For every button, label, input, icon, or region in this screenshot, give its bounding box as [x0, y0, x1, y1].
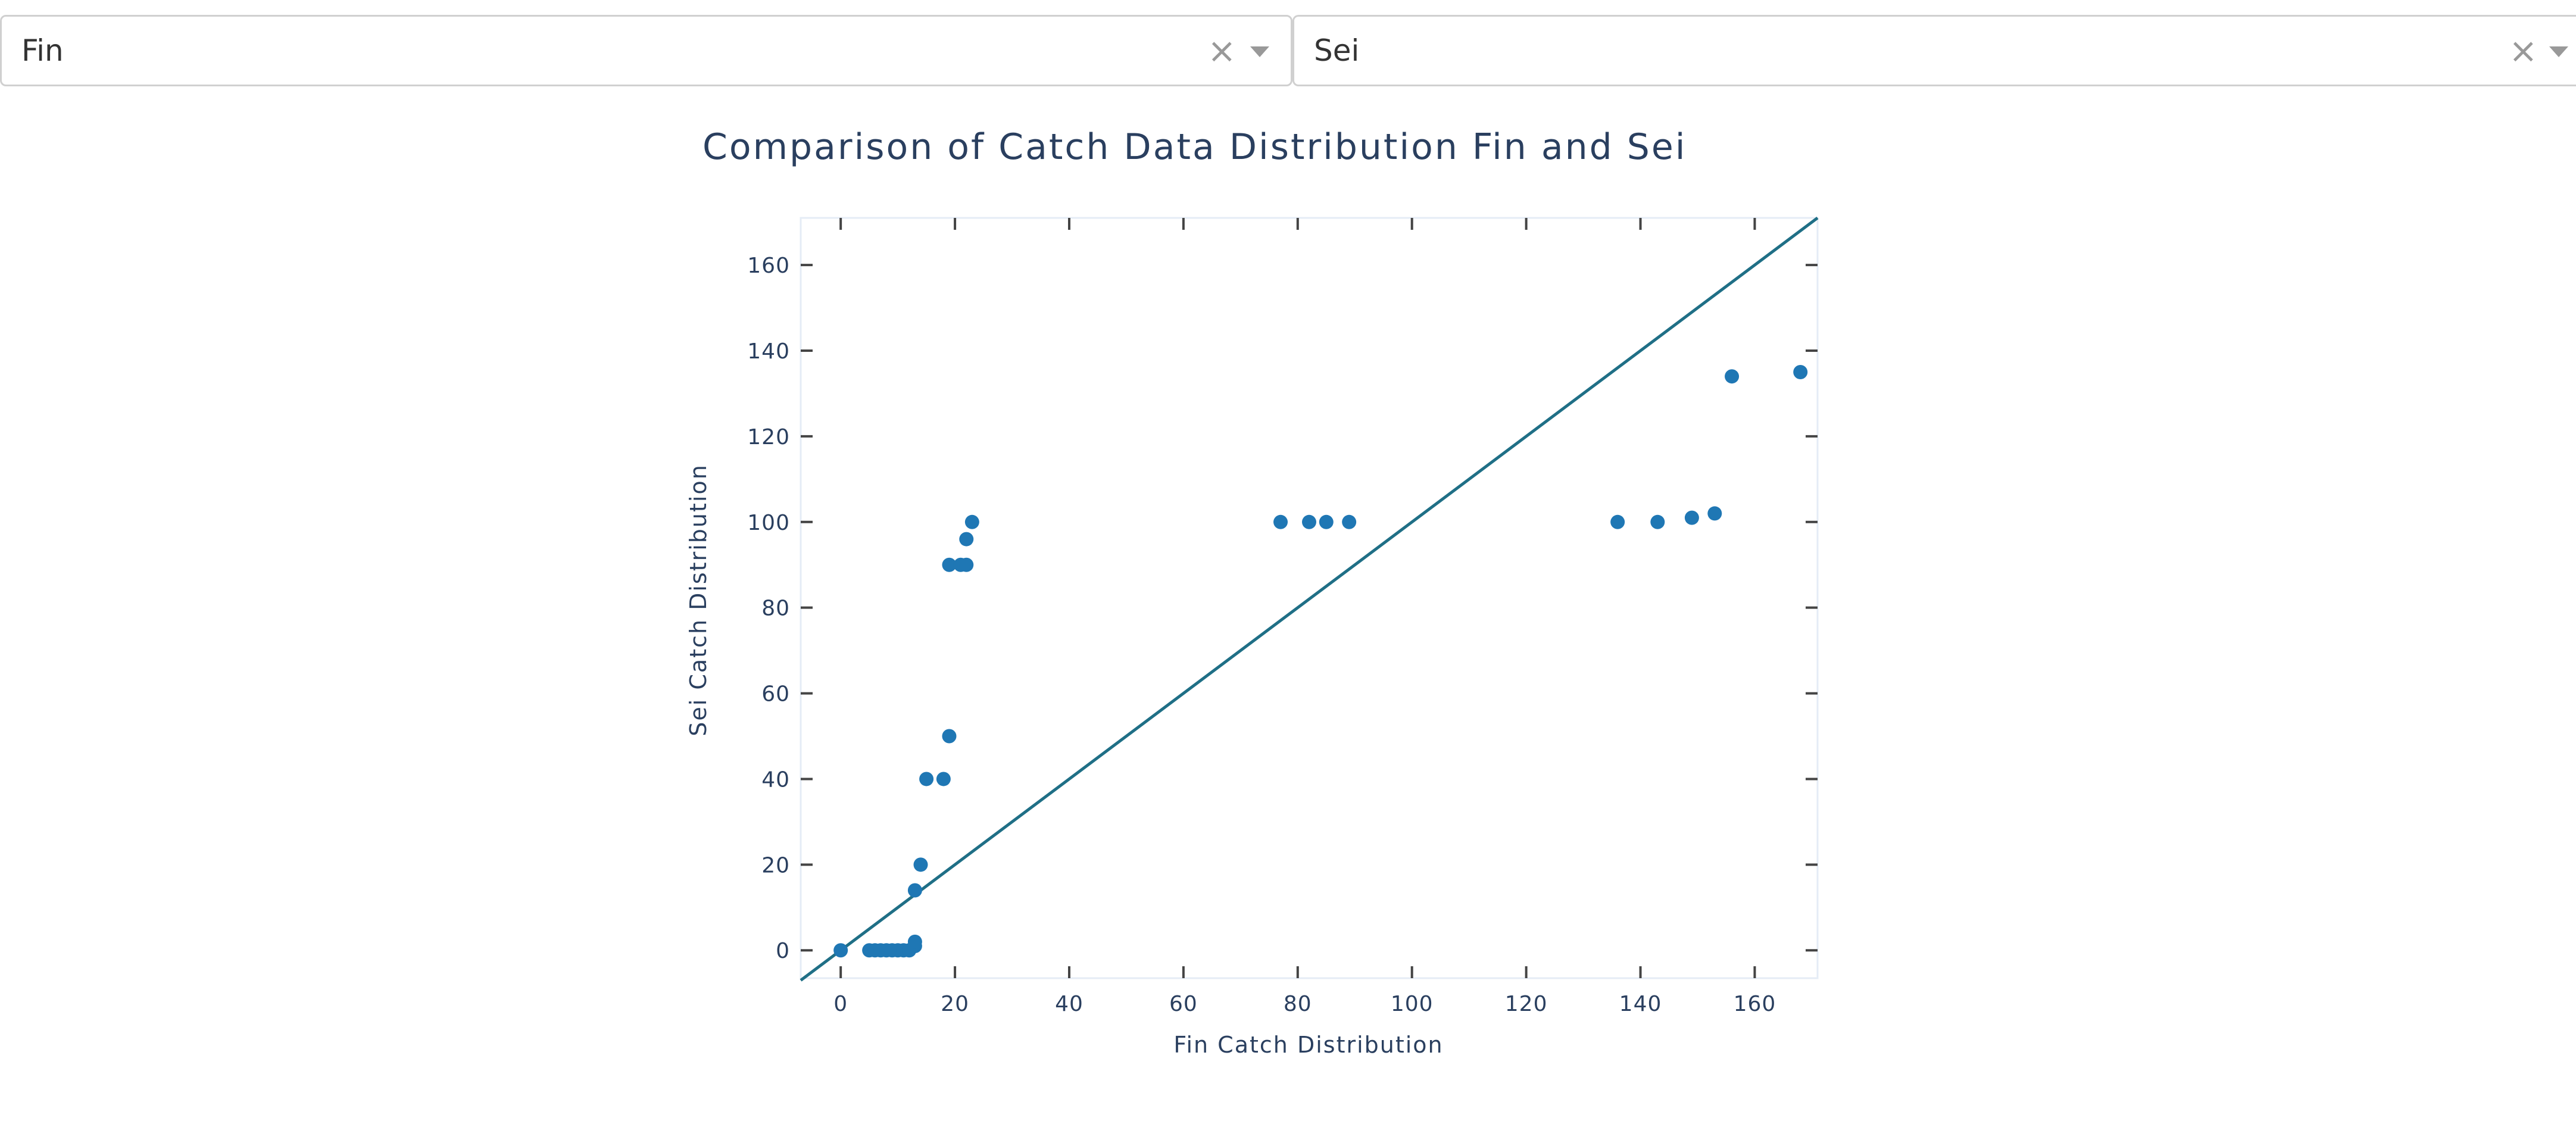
y-tick-label: 80: [761, 597, 790, 621]
scatter-point[interactable]: [959, 557, 974, 572]
close-icon[interactable]: ×: [2509, 30, 2538, 71]
y-tick-label: 140: [747, 339, 790, 364]
x-tick-label: 60: [1169, 992, 1198, 1016]
scatter-point[interactable]: [913, 857, 928, 872]
y-tick-label: 60: [761, 682, 790, 707]
sei-dropdown-value: Sei: [1314, 33, 1360, 68]
scatter-point[interactable]: [1650, 514, 1665, 529]
sei-species-dropdown[interactable]: Sei ×: [1292, 15, 2576, 86]
x-tick-label: 40: [1055, 992, 1084, 1016]
scatter-point[interactable]: [1725, 369, 1740, 384]
chart-title: Comparison of Catch Data Distribution Fi…: [702, 126, 1687, 168]
y-tick-label: 40: [761, 767, 790, 792]
x-tick-label: 140: [1619, 992, 1662, 1016]
scatter-point[interactable]: [833, 943, 848, 958]
scatter-point[interactable]: [1302, 514, 1316, 529]
scatter-point[interactable]: [1793, 364, 1808, 379]
plot-area: [800, 217, 1819, 979]
scatter-point[interactable]: [964, 514, 979, 529]
scatter-point[interactable]: [942, 557, 957, 572]
scatter-point[interactable]: [919, 772, 934, 786]
y-tick-label: 0: [776, 939, 790, 963]
y-tick-label: 100: [747, 511, 790, 535]
scatter-point[interactable]: [1273, 514, 1288, 529]
x-axis-title: Fin Catch Distribution: [1173, 1032, 1443, 1058]
x-tick-label: 120: [1505, 992, 1548, 1016]
fin-species-dropdown[interactable]: Fin ×: [0, 15, 1292, 86]
scatter-point[interactable]: [959, 532, 974, 547]
scatter-point[interactable]: [1319, 514, 1334, 529]
y-tick-label: 20: [761, 853, 790, 878]
chevron-down-icon[interactable]: [2549, 46, 2568, 57]
scatter-point[interactable]: [942, 729, 957, 744]
x-tick-label: 20: [941, 992, 969, 1016]
fin-dropdown-value: Fin: [21, 33, 64, 68]
scatter-point[interactable]: [1707, 506, 1722, 521]
scatter-point[interactable]: [907, 934, 922, 949]
scatter-point[interactable]: [1610, 514, 1625, 529]
scatter-point[interactable]: [936, 772, 951, 786]
chevron-down-icon[interactable]: [1250, 46, 1269, 57]
x-tick-label: 80: [1284, 992, 1312, 1016]
x-tick-label: 0: [833, 992, 848, 1016]
y-axis-title: Sei Catch Distribution: [685, 464, 711, 736]
identity-reference-line: [800, 216, 1819, 982]
scatter-point[interactable]: [907, 883, 922, 898]
close-icon[interactable]: ×: [1207, 30, 1237, 71]
scatter-point[interactable]: [1684, 510, 1699, 525]
y-tick-label: 160: [747, 254, 790, 278]
x-tick-label: 160: [1734, 992, 1776, 1016]
scatter-point[interactable]: [1342, 514, 1357, 529]
y-tick-label: 120: [747, 425, 790, 449]
x-tick-label: 100: [1391, 992, 1434, 1016]
